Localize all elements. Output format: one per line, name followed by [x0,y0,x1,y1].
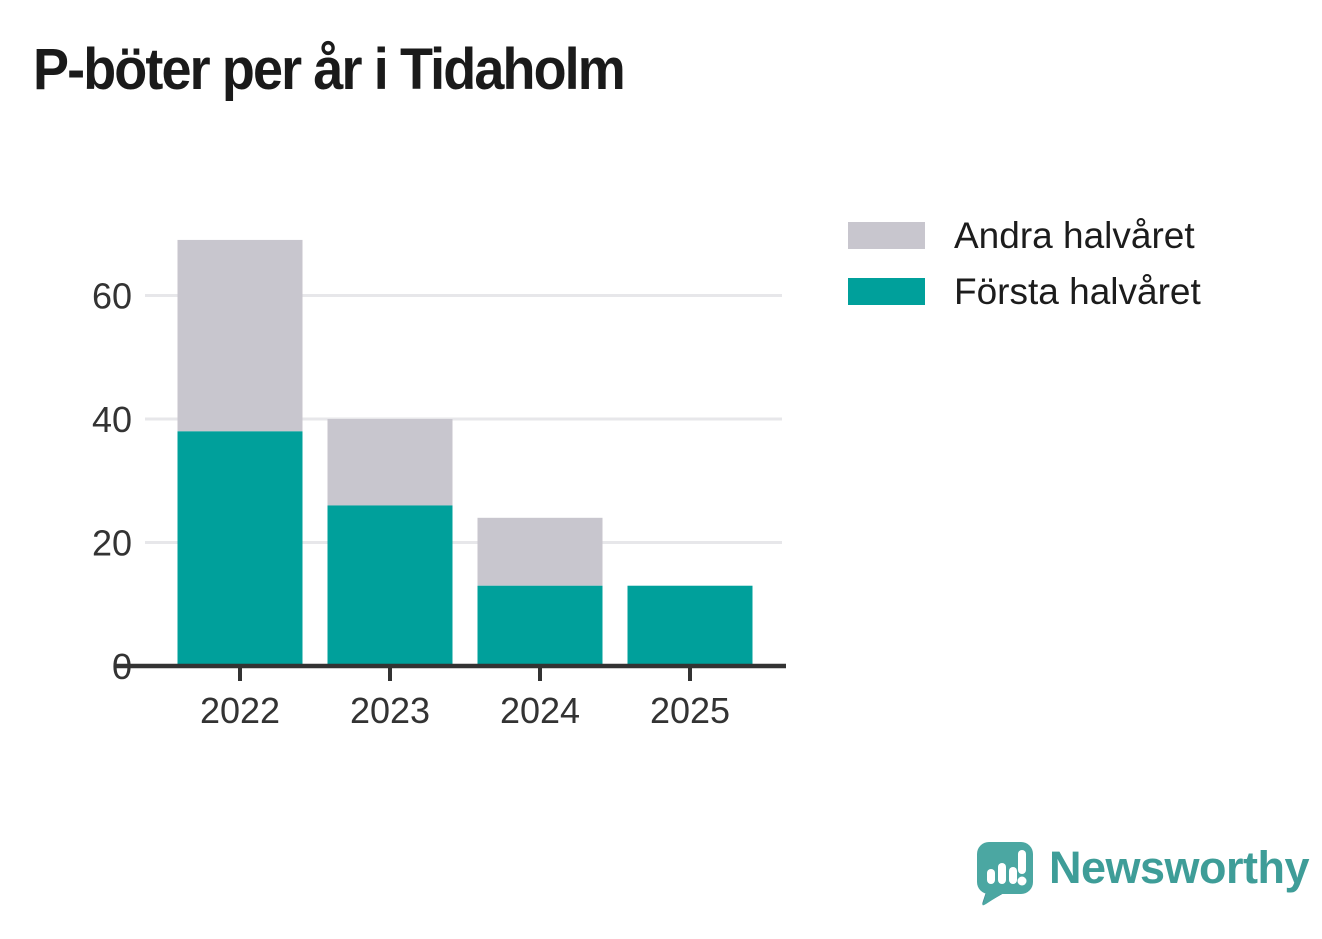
x-tick-label-2024: 2024 [500,690,580,731]
newsworthy-logo-icon [977,842,1033,906]
bar-2022-forsta-halvaret [177,431,303,666]
bar-2024-andra-halvaret [477,517,603,586]
logo-exclamation-dot [1017,876,1027,886]
legend-swatch-andra-halvaret [848,222,925,249]
x-tick-label-2025: 2025 [650,690,730,731]
legend-label-andra-halvaret: Andra halvåret [954,215,1195,256]
logo-bar-1 [987,869,995,884]
bar-2025-forsta-halvaret [627,585,753,666]
y-tick-label-20: 20 [92,523,132,564]
y-tick-label-60: 60 [92,276,132,317]
stacked-bar-chart: 02040602022202320242025 [92,239,786,731]
x-tick-label-2022: 2022 [200,690,280,731]
y-tick-label-40: 40 [92,399,132,440]
chart-legend: Andra halvåret Första halvåret [848,217,1201,310]
legend-item-andra-halvaret: Andra halvåret [848,217,1201,254]
bar-2023-forsta-halvaret [327,505,453,666]
newsworthy-wordmark: Newsworthy [1049,842,1310,893]
logo-bar-3 [1009,867,1017,884]
legend-label-forsta-halvaret: Första halvåret [954,271,1201,312]
legend-item-forsta-halvaret: Första halvåret [848,273,1201,310]
logo-exclamation-bar [1018,850,1026,874]
bar-2024-forsta-halvaret [477,585,603,666]
bar-2023-andra-halvaret [327,419,453,506]
bar-2022-andra-halvaret [177,239,303,432]
x-tick-label-2023: 2023 [350,690,430,731]
logo-bar-2 [998,863,1006,884]
legend-swatch-forsta-halvaret [848,278,925,305]
page-title: P-böter per år i Tidaholm [33,37,626,102]
